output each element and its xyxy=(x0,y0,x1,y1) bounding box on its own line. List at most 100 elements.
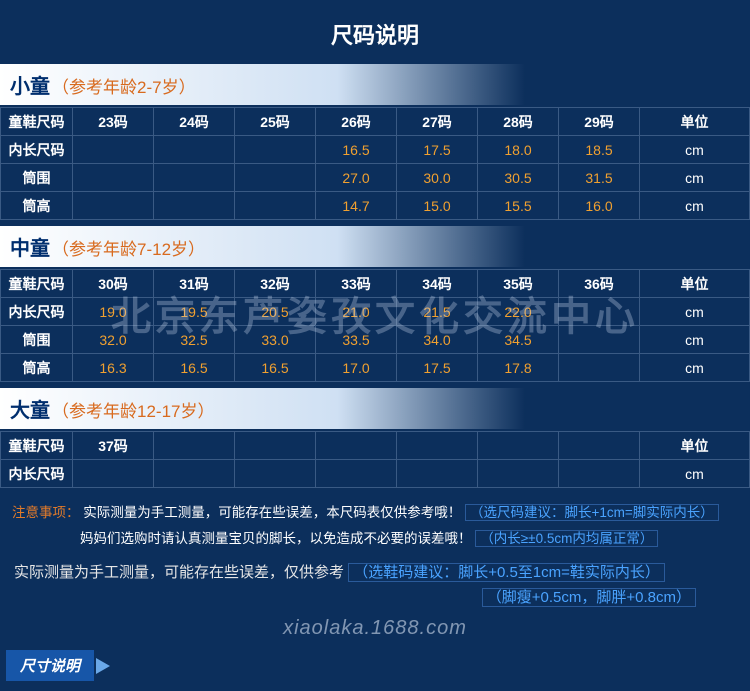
row-label: 内长尺码 xyxy=(1,460,73,488)
notice-line1: 实际测量为手工测量，可能存在些误差，本尺码表仅供参考哦！ xyxy=(83,505,461,520)
unit-header: 单位 xyxy=(640,270,750,298)
size-col: 23码 xyxy=(73,108,154,136)
notice-block: 注意事项： 实际测量为手工测量，可能存在些误差，本尺码表仅供参考哦！ （选尺码建… xyxy=(0,494,750,553)
size-value: 19.0 xyxy=(73,298,154,326)
size-value: 16.5 xyxy=(316,136,397,164)
size-value: 15.5 xyxy=(478,192,559,220)
section-category: 大童 xyxy=(10,400,50,422)
size-value xyxy=(235,460,316,488)
size-value xyxy=(154,164,235,192)
section-age: （参考年龄7-12岁） xyxy=(52,240,205,259)
size-value: 17.5 xyxy=(397,354,478,382)
size-value: 15.0 xyxy=(397,192,478,220)
size-value: 33.0 xyxy=(235,326,316,354)
size-table: 童鞋尺码37码单位内长尺码cm xyxy=(0,431,750,488)
row-header-label: 童鞋尺码 xyxy=(1,432,73,460)
section-age: （参考年龄2-7岁） xyxy=(52,78,196,97)
size-col xyxy=(316,432,397,460)
note2-rec2: （脚瘦+0.5cm，脚胖+0.8cm） xyxy=(482,588,696,607)
size-col: 37码 xyxy=(73,432,154,460)
size-value: 34.5 xyxy=(478,326,559,354)
size-value: 17.0 xyxy=(316,354,397,382)
size-value: 22.0 xyxy=(478,298,559,326)
unit-cell: cm xyxy=(640,298,750,326)
size-value: 31.5 xyxy=(559,164,640,192)
size-col: 33码 xyxy=(316,270,397,298)
size-value xyxy=(73,136,154,164)
size-value xyxy=(235,136,316,164)
size-value: 21.5 xyxy=(397,298,478,326)
size-col xyxy=(397,432,478,460)
size-value: 18.5 xyxy=(559,136,640,164)
footer-tab: 尺寸说明 xyxy=(6,650,110,681)
size-value xyxy=(559,298,640,326)
size-value: 18.0 xyxy=(478,136,559,164)
row-header-label: 童鞋尺码 xyxy=(1,108,73,136)
size-value xyxy=(73,164,154,192)
size-col xyxy=(235,432,316,460)
size-value: 14.7 xyxy=(316,192,397,220)
size-value xyxy=(154,136,235,164)
note2-rec1: （选鞋码建议：脚长+0.5至1cm=鞋实际内长） xyxy=(348,563,665,582)
size-value: 19.5 xyxy=(154,298,235,326)
section-header: 小童（参考年龄2-7岁） xyxy=(0,64,750,105)
size-table: 童鞋尺码23码24码25码26码27码28码29码单位内长尺码16.517.51… xyxy=(0,107,750,220)
section-category: 小童 xyxy=(10,76,50,98)
notice-label: 注意事项： xyxy=(12,505,80,520)
size-col: 26码 xyxy=(316,108,397,136)
size-value xyxy=(73,460,154,488)
size-col: 31码 xyxy=(154,270,235,298)
size-value: 32.0 xyxy=(73,326,154,354)
note2-text: 实际测量为手工测量，可能存在些误差，仅供参考 xyxy=(14,564,344,581)
size-col xyxy=(154,432,235,460)
section-header: 大童（参考年龄12-17岁） xyxy=(0,388,750,429)
size-col: 35码 xyxy=(478,270,559,298)
row-label: 筒高 xyxy=(1,354,73,382)
unit-cell: cm xyxy=(640,354,750,382)
size-value xyxy=(559,354,640,382)
size-col: 24码 xyxy=(154,108,235,136)
unit-cell: cm xyxy=(640,326,750,354)
size-col: 27码 xyxy=(397,108,478,136)
watermark-url: xiaolaka.1688.com xyxy=(0,607,750,646)
row-label: 内长尺码 xyxy=(1,136,73,164)
size-value: 17.8 xyxy=(478,354,559,382)
section-age: （参考年龄12-17岁） xyxy=(52,402,214,421)
unit-cell: cm xyxy=(640,460,750,488)
size-col xyxy=(478,432,559,460)
unit-header: 单位 xyxy=(640,108,750,136)
notice-line2: 妈妈们选购时请认真测量宝贝的脚长，以免造成不必要的误差哦！ xyxy=(80,531,472,546)
size-col xyxy=(559,432,640,460)
unit-cell: cm xyxy=(640,192,750,220)
section-header: 中童（参考年龄7-12岁） xyxy=(0,226,750,267)
row-header-label: 童鞋尺码 xyxy=(1,270,73,298)
size-value: 33.5 xyxy=(316,326,397,354)
unit-cell: cm xyxy=(640,136,750,164)
arrow-icon xyxy=(96,658,110,674)
notice-rec1: （选尺码建议：脚长+1cm=脚实际内长） xyxy=(465,504,719,521)
size-value: 17.5 xyxy=(397,136,478,164)
size-value: 16.3 xyxy=(73,354,154,382)
size-value xyxy=(154,192,235,220)
row-label: 筒围 xyxy=(1,326,73,354)
size-col: 30码 xyxy=(73,270,154,298)
size-value: 21.0 xyxy=(316,298,397,326)
size-col: 28码 xyxy=(478,108,559,136)
size-value xyxy=(235,164,316,192)
size-value: 27.0 xyxy=(316,164,397,192)
size-value: 32.5 xyxy=(154,326,235,354)
size-table: 童鞋尺码30码31码32码33码34码35码36码单位内长尺码19.019.52… xyxy=(0,269,750,382)
unit-cell: cm xyxy=(640,164,750,192)
size-value xyxy=(73,192,154,220)
size-value: 34.0 xyxy=(397,326,478,354)
size-value xyxy=(316,460,397,488)
notice-rec2: （内长≥±0.5cm内均属正常） xyxy=(475,530,658,547)
section-category: 中童 xyxy=(10,238,50,260)
size-value: 30.5 xyxy=(478,164,559,192)
size-value xyxy=(559,460,640,488)
size-value xyxy=(154,460,235,488)
row-label: 筒高 xyxy=(1,192,73,220)
size-value: 20.5 xyxy=(235,298,316,326)
size-col: 29码 xyxy=(559,108,640,136)
size-value xyxy=(478,460,559,488)
